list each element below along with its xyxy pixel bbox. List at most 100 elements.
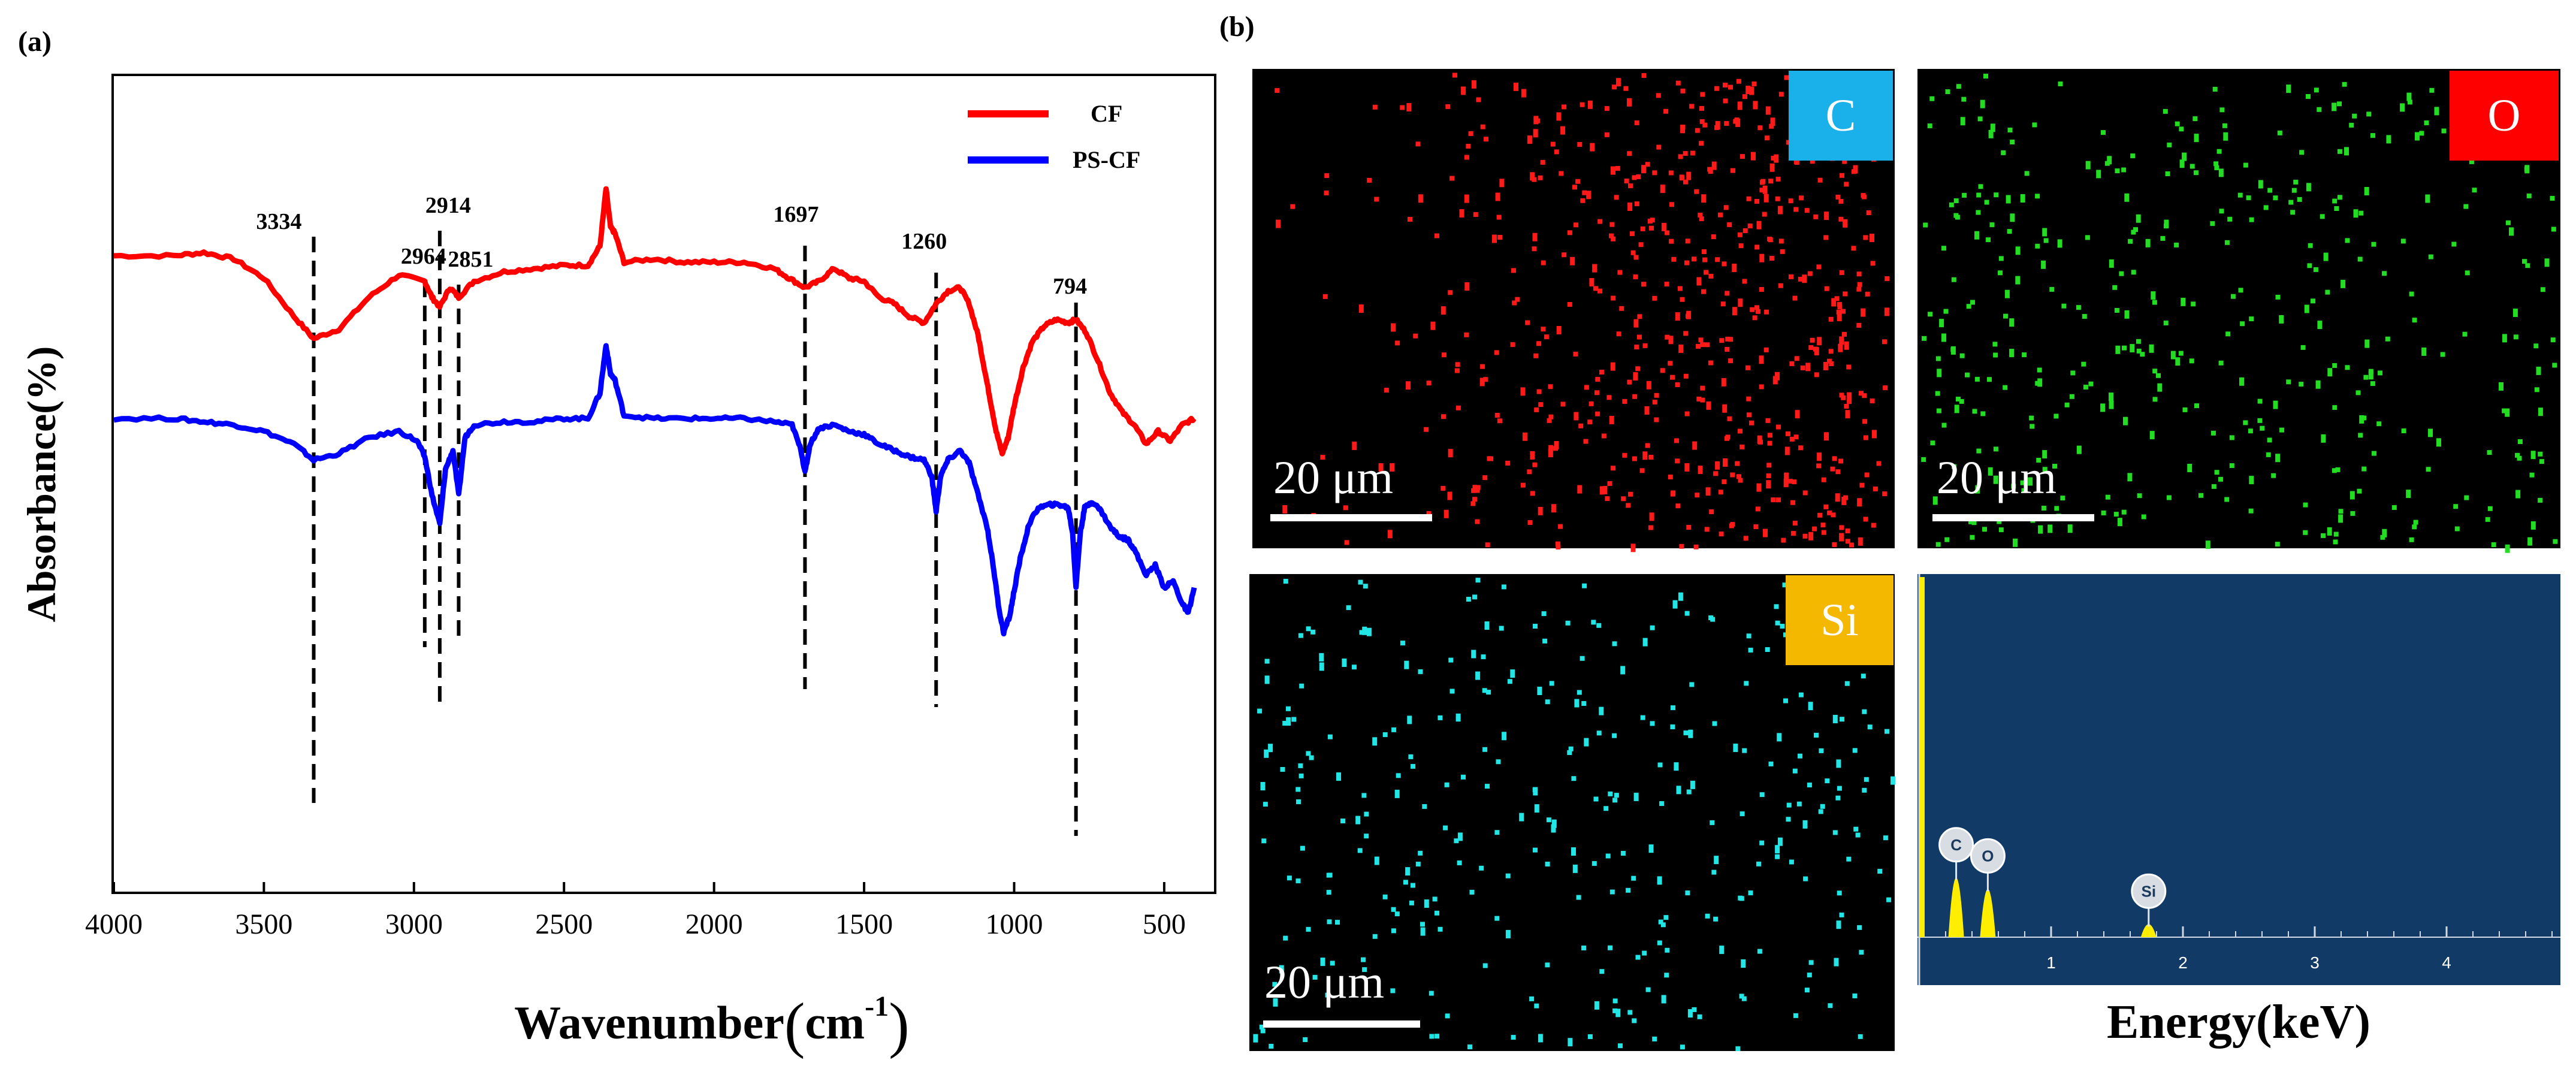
element-dot — [1790, 500, 1796, 505]
element-dot — [1687, 1009, 1693, 1018]
element-dot — [1645, 987, 1651, 992]
element-dot — [1438, 715, 1443, 720]
element-dot — [2070, 370, 2076, 376]
element-dot — [1448, 449, 1453, 458]
element-dot — [1968, 519, 1973, 524]
eds-tick-label: 1 — [2046, 953, 2056, 972]
element-dot — [1755, 506, 1760, 512]
element-dot — [2407, 99, 2412, 105]
element-dot — [1330, 961, 1335, 966]
element-dot — [2163, 224, 2169, 229]
element-dot — [1728, 358, 1734, 364]
element-dot — [1300, 845, 1305, 851]
element-dot — [1845, 529, 1850, 533]
element-dot — [1751, 81, 1757, 86]
element-dot — [1406, 103, 1412, 111]
element-dot — [1802, 274, 1807, 283]
element-dot — [1548, 384, 1553, 389]
element-dot — [2529, 472, 2535, 478]
element-dot — [1479, 378, 1485, 386]
element-dot — [1424, 427, 1429, 432]
element-dot — [1775, 196, 1780, 201]
element-dot — [1532, 462, 1538, 467]
element-dot — [1551, 824, 1556, 833]
element-dot — [1374, 197, 1379, 202]
element-dot — [1775, 176, 1781, 182]
element-dot — [1454, 368, 1460, 373]
element-dot — [1701, 249, 1707, 254]
element-dot — [2225, 331, 2231, 337]
element-dot — [1391, 323, 1396, 332]
element-dot — [1757, 949, 1762, 954]
element-dot — [2472, 188, 2477, 193]
element-dot — [1642, 451, 1648, 460]
element-dot — [2428, 254, 2433, 259]
element-dot — [1976, 210, 1981, 215]
element-dot — [1668, 170, 1674, 176]
element-dot — [1693, 544, 1699, 549]
element-dot — [1633, 792, 1639, 801]
element-dot — [1344, 540, 1349, 545]
element-dot — [1835, 469, 1841, 475]
element-dot — [2249, 476, 2254, 485]
element-dot — [1400, 105, 1405, 110]
element-dot — [2249, 217, 2254, 222]
element-dot — [1577, 142, 1583, 147]
element-dot — [1762, 185, 1768, 194]
element-dot — [1403, 880, 1408, 885]
element-dot — [1759, 840, 1765, 845]
element-dot — [1633, 255, 1639, 260]
element-dot — [1684, 463, 1690, 472]
element-dot — [1661, 222, 1666, 231]
element-dot — [1355, 816, 1361, 825]
element-dot — [2338, 514, 2344, 523]
element-dot — [1705, 487, 1711, 496]
element-dot — [1340, 819, 1345, 823]
element-dot — [2505, 408, 2510, 417]
element-dot — [2229, 435, 2234, 440]
element-dot — [1298, 763, 1303, 768]
element-dot — [1721, 378, 1726, 386]
element-dot — [1571, 776, 1577, 781]
element-dot — [1592, 264, 1597, 273]
element-dot — [1269, 1044, 1274, 1049]
element-dot — [1455, 362, 1460, 367]
element-dot — [1264, 749, 1269, 758]
element-dot — [2357, 256, 2363, 262]
element-dot — [2130, 344, 2135, 353]
element-dot — [1479, 865, 1484, 871]
element-dot — [2105, 494, 2110, 500]
element-dot — [1738, 298, 1743, 307]
element-dot — [1469, 889, 1475, 895]
eds-x-axis-title: Energy(keV) — [2107, 996, 2370, 1049]
element-dot — [1700, 342, 1705, 348]
element-dot — [1540, 159, 1545, 165]
element-dot — [1558, 524, 1563, 529]
element-dot — [1627, 203, 1633, 211]
element-dot — [1699, 141, 1704, 146]
element-dot — [1394, 911, 1400, 917]
element-dot — [1841, 395, 1846, 400]
element-dot — [1624, 179, 1629, 184]
element-dot — [1980, 99, 1985, 108]
element-dot — [1322, 294, 1328, 299]
element-dot — [1845, 539, 1850, 544]
element-dot — [1632, 1018, 1637, 1023]
element-dot — [2141, 514, 2146, 520]
element-dot — [2524, 165, 2530, 174]
element-dot — [1786, 817, 1791, 822]
element-dot — [1756, 861, 1761, 866]
element-dot — [1556, 545, 1561, 549]
map-c-dots — [1275, 73, 1893, 552]
element-dot — [1683, 151, 1688, 156]
element-dot — [2133, 227, 2138, 232]
element-dot — [2193, 116, 2198, 122]
element-dot — [1327, 919, 1332, 925]
eds-peak-c — [1948, 877, 1964, 937]
element-dot — [2007, 229, 2012, 234]
element-dot — [1645, 443, 1650, 448]
element-dot — [1674, 438, 1679, 443]
peak-label-2914: 2914 — [425, 193, 471, 218]
element-dot — [2306, 94, 2311, 99]
element-dot — [1675, 503, 1681, 509]
